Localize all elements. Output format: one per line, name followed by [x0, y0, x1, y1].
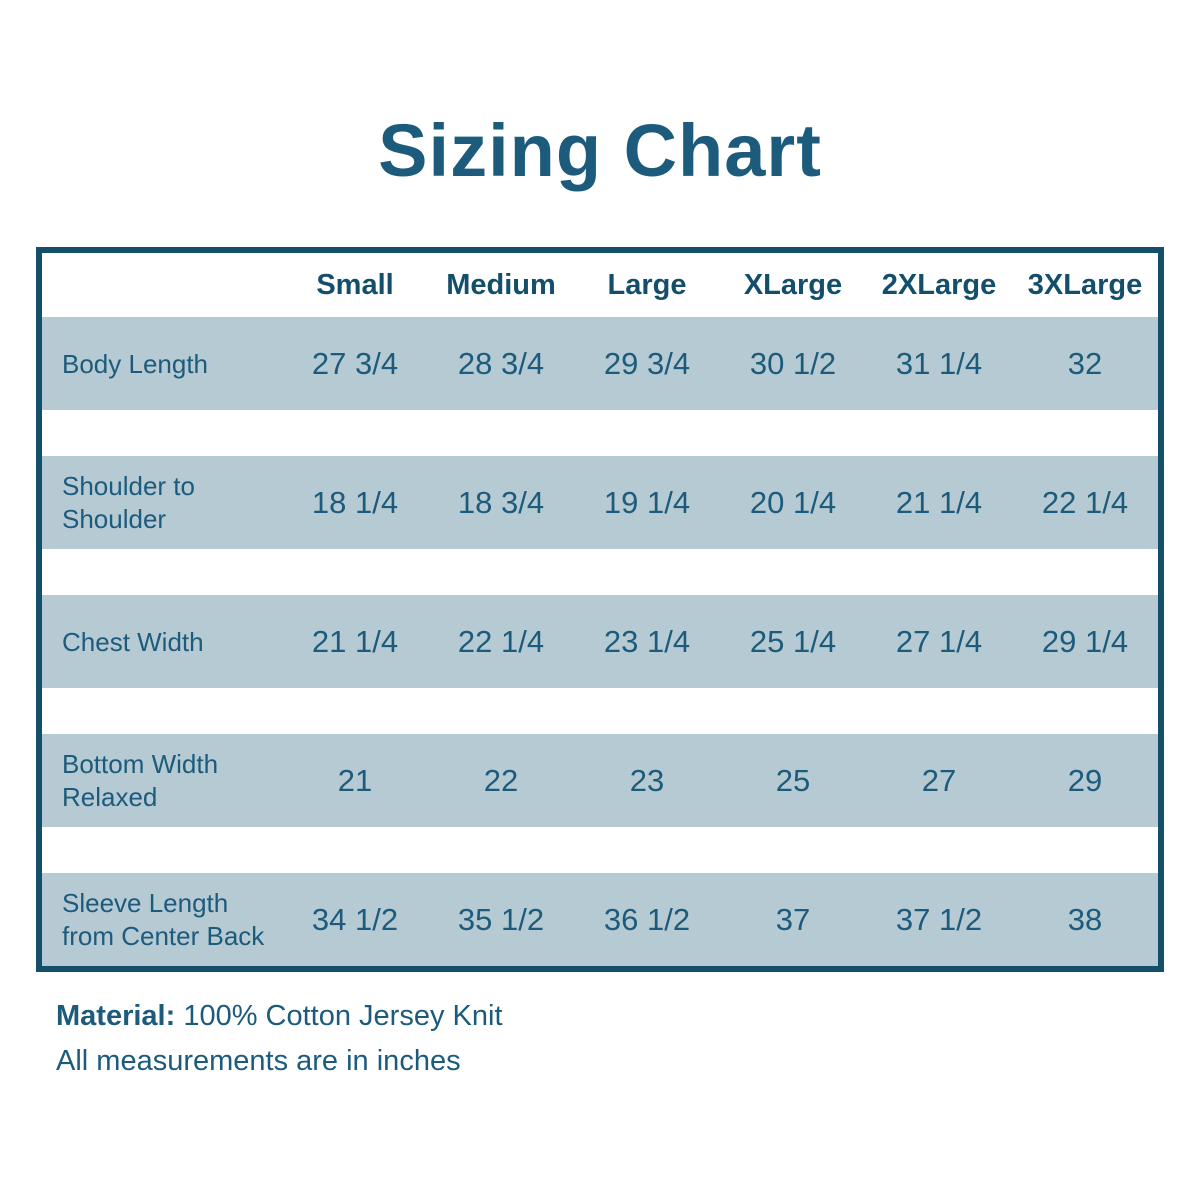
sizing-table: Small Medium Large XLarge 2XLarge 3XLarge Bod…: [36, 247, 1164, 973]
footer: Material: 100% Cotton Jersey Knit All me…: [56, 994, 1200, 1084]
size-value: 29 3/4: [603, 345, 691, 381]
table-row: Shoulder to Shoulder 18 1/4 18 3/4 19 1/4 20…: [42, 456, 1158, 550]
size-value: 19 1/4: [603, 484, 691, 520]
size-value: 20 1/4: [749, 484, 837, 520]
material-line: Material: 100% Cotton Jersey Knit: [56, 994, 1200, 1039]
measurements-note: All measurements are in inches: [56, 1045, 461, 1078]
size-value: 25 1/4: [749, 623, 837, 659]
row-label: Body Length: [62, 348, 209, 379]
size-value: 22 1/4: [457, 623, 545, 659]
size-value: 37: [775, 901, 811, 937]
size-value: 36 1/2: [603, 901, 691, 937]
size-value: 35 1/2: [457, 901, 545, 937]
size-value: 32: [1067, 345, 1103, 381]
size-value: 29: [1067, 762, 1103, 798]
table-row: Chest Width 21 1/4 22 1/4 23 1/4 25 1/4 27 1/…: [42, 595, 1158, 689]
column-header: 3XLarge: [1027, 268, 1143, 301]
row-label: Sleeve Length from Center Back: [62, 888, 265, 951]
size-value: 21: [337, 762, 373, 798]
table-row: Bottom Width Relaxed 21 22 23 25 27 29: [42, 734, 1158, 828]
material-label: Material:: [56, 1000, 176, 1033]
size-value: 31 1/4: [895, 345, 983, 381]
size-value: 25: [775, 762, 811, 798]
row-label: Shoulder to Shoulder: [62, 471, 195, 534]
size-value: 38: [1067, 901, 1103, 937]
column-header: Small: [316, 268, 394, 301]
column-header: 2XLarge: [881, 268, 997, 301]
row-label: Bottom Width Relaxed: [62, 749, 219, 812]
table-row: Body Length 27 3/4 28 3/4 29 3/4 30 1/2 31 1/…: [42, 317, 1158, 411]
size-value: 18 1/4: [311, 484, 399, 520]
column-header: XLarge: [743, 268, 843, 301]
column-header: Large: [607, 268, 687, 301]
size-value: 30 1/2: [749, 345, 837, 381]
material-value: 100% Cotton Jersey Knit: [183, 1000, 503, 1033]
page-title: Sizing Chart: [378, 109, 822, 192]
size-value: 27 3/4: [311, 345, 399, 381]
column-header: Medium: [446, 268, 556, 301]
size-value: 23 1/4: [603, 623, 691, 659]
size-value: 23: [629, 762, 665, 798]
size-value: 21 1/4: [311, 623, 399, 659]
size-value: 34 1/2: [311, 901, 399, 937]
size-value: 18 3/4: [457, 484, 545, 520]
table-header-row: Small Medium Large XLarge 2XLarge 3XLarge: [42, 253, 1158, 318]
size-value: 22 1/4: [1041, 484, 1129, 520]
row-label: Chest Width: [62, 626, 204, 657]
size-value: 22: [483, 762, 519, 798]
size-value: 21 1/4: [895, 484, 983, 520]
size-value: 27: [921, 762, 957, 798]
size-value: 27 1/4: [895, 623, 983, 659]
size-value: 37 1/2: [895, 901, 983, 937]
table-row: Sleeve Length from Center Back 34 1/2 35 1…: [42, 873, 1158, 967]
size-value: 28 3/4: [457, 345, 545, 381]
size-value: 29 1/4: [1041, 623, 1129, 659]
